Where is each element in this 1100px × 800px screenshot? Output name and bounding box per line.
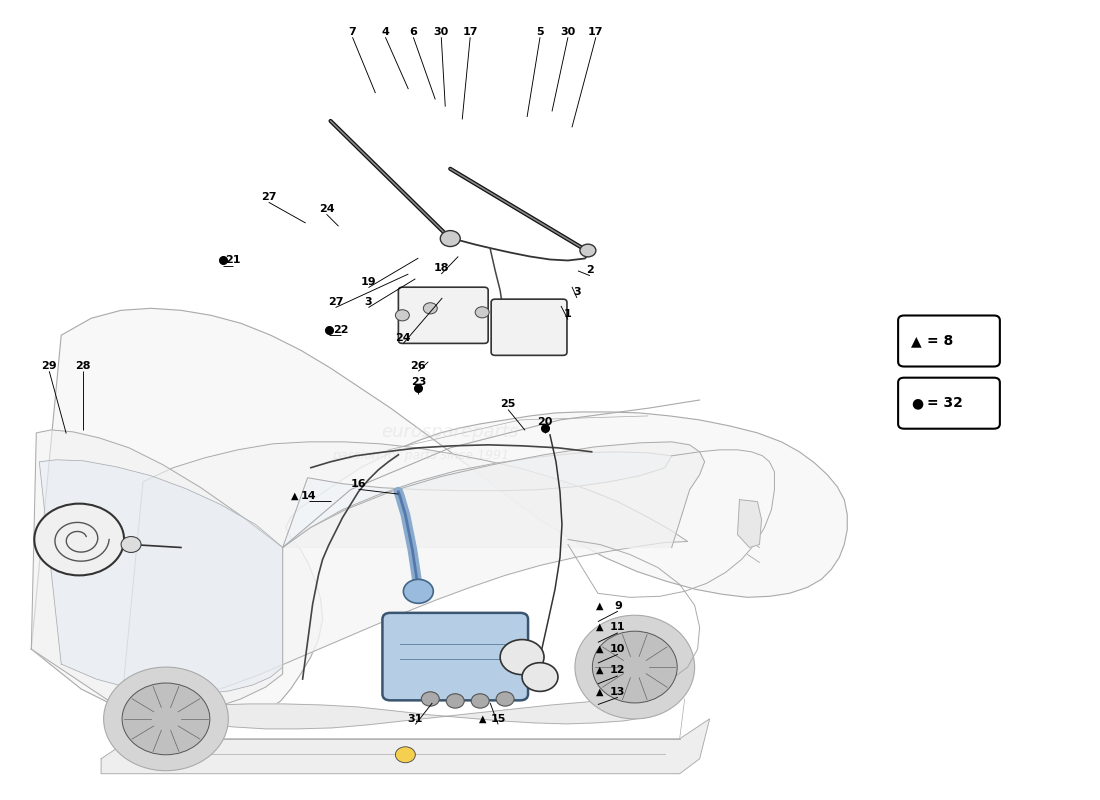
- Text: 17: 17: [462, 26, 478, 37]
- Text: = 32: = 32: [927, 396, 962, 410]
- Text: 27: 27: [328, 297, 343, 307]
- Text: 22: 22: [333, 325, 349, 335]
- Text: 28: 28: [76, 361, 91, 370]
- FancyBboxPatch shape: [491, 299, 566, 355]
- Text: 30: 30: [433, 26, 449, 37]
- Text: 10: 10: [610, 644, 626, 654]
- Text: 31: 31: [408, 714, 424, 724]
- Text: 17: 17: [588, 26, 604, 37]
- Polygon shape: [283, 442, 705, 547]
- Text: passion for parts since 1991: passion for parts since 1991: [332, 450, 509, 462]
- Polygon shape: [40, 460, 283, 694]
- Text: ▲: ▲: [596, 644, 604, 654]
- Text: 16: 16: [351, 478, 366, 489]
- Text: 1: 1: [564, 309, 572, 319]
- Text: 23: 23: [410, 378, 426, 387]
- Text: 14: 14: [300, 490, 317, 501]
- Polygon shape: [101, 719, 710, 774]
- Text: ▲: ▲: [596, 622, 604, 632]
- Text: = 8: = 8: [927, 334, 954, 348]
- Circle shape: [580, 244, 596, 257]
- Circle shape: [404, 579, 433, 603]
- Text: ▲: ▲: [596, 601, 604, 610]
- Text: 27: 27: [261, 192, 276, 202]
- Polygon shape: [283, 452, 672, 547]
- Ellipse shape: [122, 683, 210, 754]
- Text: 12: 12: [610, 666, 626, 675]
- Text: 19: 19: [361, 277, 376, 287]
- Ellipse shape: [575, 615, 694, 719]
- Ellipse shape: [593, 631, 678, 703]
- Text: eurospareparts: eurospareparts: [382, 423, 519, 441]
- Text: 13: 13: [610, 686, 626, 697]
- Text: 30: 30: [560, 26, 575, 37]
- Text: 2: 2: [586, 265, 594, 275]
- FancyBboxPatch shape: [398, 287, 488, 343]
- Polygon shape: [121, 442, 688, 709]
- Text: 6: 6: [409, 26, 417, 37]
- Circle shape: [500, 639, 544, 674]
- Circle shape: [121, 537, 141, 553]
- Text: 11: 11: [610, 622, 626, 632]
- FancyBboxPatch shape: [383, 613, 528, 700]
- Text: 24: 24: [396, 333, 411, 343]
- Circle shape: [395, 310, 409, 321]
- Circle shape: [421, 692, 439, 706]
- Text: 5: 5: [536, 26, 543, 37]
- Text: 3: 3: [573, 287, 581, 298]
- FancyBboxPatch shape: [898, 315, 1000, 366]
- Circle shape: [475, 306, 490, 318]
- Circle shape: [424, 302, 438, 314]
- Text: 15: 15: [491, 714, 506, 724]
- Polygon shape: [31, 308, 847, 719]
- Text: ▲: ▲: [596, 666, 604, 675]
- Text: ●: ●: [911, 396, 923, 410]
- Circle shape: [395, 746, 416, 762]
- Text: 24: 24: [319, 204, 334, 214]
- Ellipse shape: [103, 667, 229, 770]
- Text: 4: 4: [382, 26, 389, 37]
- Circle shape: [440, 230, 460, 246]
- Circle shape: [34, 504, 124, 575]
- Circle shape: [447, 694, 464, 708]
- Text: ▲: ▲: [290, 490, 298, 501]
- Polygon shape: [31, 430, 283, 714]
- Text: ▲: ▲: [911, 334, 922, 348]
- Text: 21: 21: [226, 255, 241, 266]
- FancyBboxPatch shape: [898, 378, 1000, 429]
- Text: 3: 3: [364, 297, 372, 307]
- Text: 18: 18: [433, 263, 449, 274]
- Text: ▲: ▲: [480, 714, 487, 724]
- Text: 25: 25: [500, 399, 516, 409]
- Text: 26: 26: [410, 361, 426, 370]
- Polygon shape: [135, 696, 680, 729]
- Circle shape: [496, 692, 514, 706]
- Polygon shape: [737, 500, 761, 547]
- Text: 7: 7: [349, 26, 356, 37]
- Text: 9: 9: [614, 601, 622, 610]
- Text: 29: 29: [42, 361, 57, 370]
- Text: ▲: ▲: [596, 686, 604, 697]
- Circle shape: [471, 694, 490, 708]
- Circle shape: [522, 662, 558, 691]
- Text: 20: 20: [537, 417, 552, 426]
